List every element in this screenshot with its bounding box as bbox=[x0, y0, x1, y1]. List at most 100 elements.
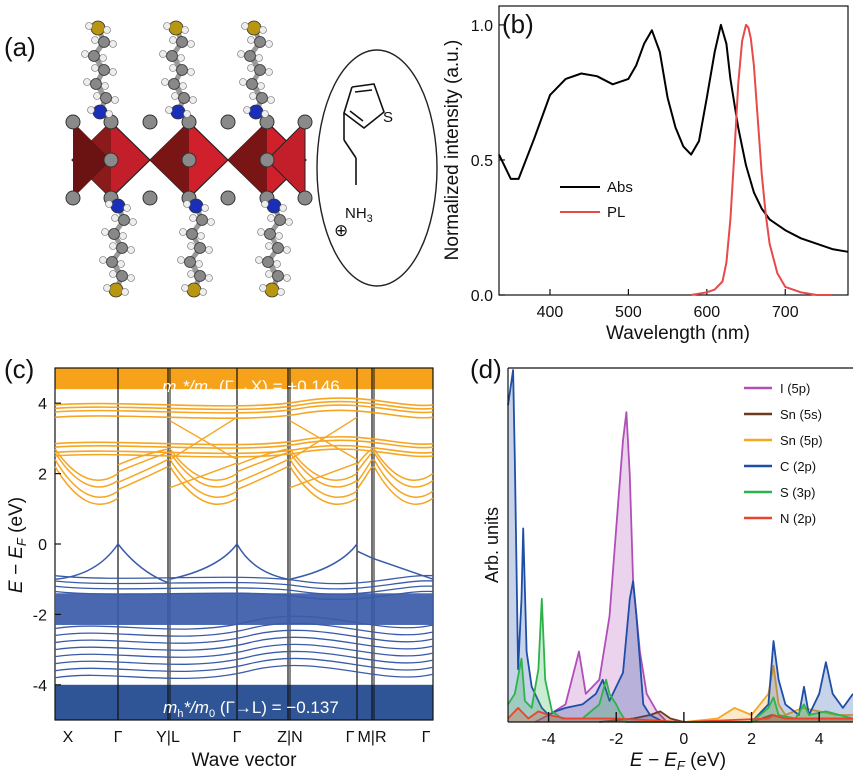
iodine-atom bbox=[220, 114, 236, 130]
conduction-band bbox=[169, 459, 238, 498]
octahedron-edge bbox=[73, 122, 111, 198]
molecule-charge: ⊕ bbox=[334, 221, 348, 240]
valence-band bbox=[54, 580, 434, 590]
hydrogen-atom bbox=[259, 26, 267, 34]
carbon-atom bbox=[118, 214, 130, 226]
conduction-band bbox=[289, 416, 358, 461]
sulfur-atom bbox=[168, 20, 184, 36]
carbon-atom bbox=[176, 36, 188, 48]
panel-b-ylabel: Normalized intensity (a.u.) bbox=[442, 40, 463, 261]
conduction-band bbox=[54, 435, 434, 446]
hydrogen-atom bbox=[189, 214, 197, 222]
conduction-band bbox=[54, 439, 434, 449]
nitrogen-atom bbox=[170, 104, 186, 120]
conduction-band bbox=[169, 416, 238, 461]
molecule-structure: S NH3 ⊕ bbox=[316, 49, 438, 287]
nitrogen-atom bbox=[248, 104, 264, 120]
iodine-atom bbox=[297, 114, 313, 130]
kpoint-label: Γ bbox=[346, 729, 355, 746]
hydrogen-atom bbox=[117, 260, 125, 268]
conduction-band bbox=[117, 465, 169, 491]
panel-d-ylabel: Arb. units bbox=[482, 507, 502, 583]
kpoint-label: M|R bbox=[357, 729, 386, 746]
conduction-band bbox=[117, 458, 169, 484]
hydrogen-atom bbox=[177, 256, 185, 264]
c-ytick-label: -2 bbox=[33, 607, 47, 624]
hydrogen-atom bbox=[109, 242, 117, 250]
legend-abs-label: Abs bbox=[607, 179, 633, 196]
hydrogen-atom bbox=[283, 246, 291, 254]
carbon-atom bbox=[256, 92, 268, 104]
iodine-atom bbox=[220, 190, 236, 206]
hydrogen-atom bbox=[277, 288, 285, 296]
hydrogen-atom bbox=[171, 92, 179, 100]
carbon-atom bbox=[272, 242, 284, 254]
pdos-fill bbox=[508, 370, 853, 722]
valence-band bbox=[236, 543, 289, 580]
d-xtick-label: 0 bbox=[679, 731, 688, 748]
conduction-band bbox=[54, 400, 434, 411]
sulfur-atom bbox=[90, 20, 106, 36]
iodine-atom bbox=[103, 152, 119, 168]
c-ytick-label: -4 bbox=[33, 678, 47, 695]
conduction-band bbox=[373, 452, 434, 488]
valence-band bbox=[54, 590, 434, 601]
carbon-atom bbox=[116, 270, 128, 282]
carbon-atom bbox=[168, 78, 180, 90]
b-ytick-label: 0.0 bbox=[471, 288, 493, 305]
hydrogen-atom bbox=[101, 228, 109, 236]
hydrogen-atom bbox=[91, 36, 99, 44]
hydrogen-atom bbox=[109, 40, 117, 48]
carbon-atom bbox=[194, 242, 206, 254]
hydrogen-atom bbox=[207, 218, 215, 226]
nitrogen-atom bbox=[92, 104, 108, 120]
conduction-band bbox=[54, 466, 119, 506]
hydrogen-atom bbox=[181, 284, 189, 292]
carbon-atom bbox=[186, 228, 198, 240]
conduction-band bbox=[117, 451, 169, 473]
kpoint-label: X bbox=[63, 729, 74, 746]
legend-label: Sn (5p) bbox=[780, 433, 823, 448]
pdos-line bbox=[507, 369, 853, 723]
valence-band bbox=[54, 657, 434, 673]
hydrogen-atom bbox=[255, 256, 263, 264]
hydrogen-atom bbox=[87, 106, 95, 114]
panel-b-legend: Abs PL bbox=[560, 179, 633, 221]
hydrogen-atom bbox=[91, 64, 99, 72]
hydrogen-atom bbox=[261, 110, 269, 118]
hydrogen-atom bbox=[105, 200, 113, 208]
b-ytick-label: 0.5 bbox=[471, 153, 493, 170]
conduction-band bbox=[236, 458, 289, 484]
sulfur-atom bbox=[246, 20, 262, 36]
carbon-atom bbox=[116, 242, 128, 254]
carbon-atom bbox=[178, 92, 190, 104]
c-ytick-label: 2 bbox=[38, 467, 47, 484]
conduction-band bbox=[169, 420, 238, 461]
panel-d: (d) -4 -2 0 2 4 I (5p) Sn (5s) Sn (5p) C (2p) S … bbox=[470, 354, 853, 773]
pdos-fill bbox=[508, 598, 853, 722]
iodine-atom bbox=[297, 190, 313, 206]
c-ytick-label: 0 bbox=[38, 537, 47, 554]
carbon-atom bbox=[254, 64, 266, 76]
conduction-band bbox=[289, 466, 358, 506]
hydrogen-atom bbox=[187, 68, 195, 76]
carbon-atom bbox=[196, 214, 208, 226]
nitrogen-atom bbox=[188, 198, 204, 214]
carbon-atom bbox=[254, 36, 266, 48]
iodine-atom bbox=[181, 152, 197, 168]
conduction-band bbox=[236, 465, 289, 491]
hydrogen-atom bbox=[267, 96, 275, 104]
c-ytick-label: 4 bbox=[38, 396, 47, 413]
valence-band bbox=[54, 636, 434, 651]
carbon-atom bbox=[98, 64, 110, 76]
hydrogen-atom bbox=[205, 246, 213, 254]
conduction-band bbox=[373, 459, 434, 498]
panel-b-ticks: 400 500 600 700 0.0 0.5 1.0 bbox=[471, 18, 799, 321]
hydrogen-atom bbox=[99, 54, 107, 62]
conduction-band bbox=[54, 397, 434, 407]
panel-a: (a) S NH3 ⊕ bbox=[4, 20, 438, 298]
b-xtick-label: 600 bbox=[693, 304, 720, 321]
conduction-band bbox=[54, 444, 434, 455]
cb-annotation-band bbox=[55, 368, 433, 390]
hydrogen-atom bbox=[273, 260, 281, 268]
